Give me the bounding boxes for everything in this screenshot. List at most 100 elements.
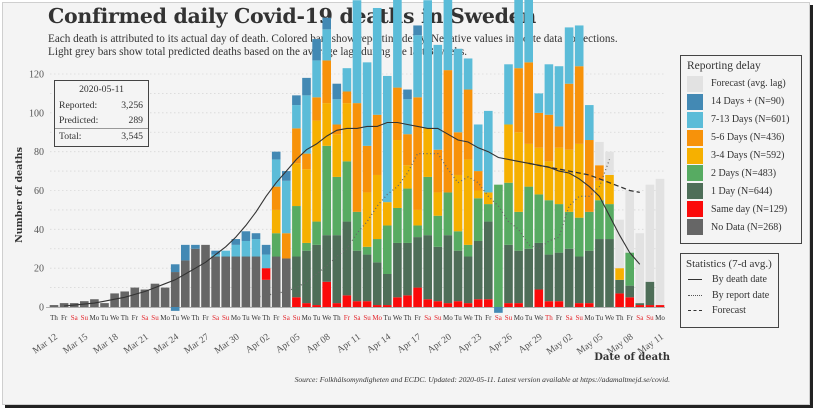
bar-segment-d2 (574, 217, 584, 257)
bar-segment-d14 (211, 250, 220, 255)
bar-segment-d7_13 (413, 35, 422, 98)
date-tick-label: Mar 27 (183, 332, 212, 356)
bar-segment-d1 (312, 244, 321, 306)
bar-segment-d5_6 (473, 171, 483, 191)
weekday-label: Sa (566, 314, 574, 322)
bar-segment-d5_6 (564, 83, 574, 150)
bar-segment-d3_4 (564, 149, 574, 212)
weekday-label: Sa (354, 314, 362, 322)
source-note: Source: Folkhälsomyndigheten and ECDC. U… (295, 375, 671, 384)
weekday-label: Sa (495, 314, 503, 322)
bar-segment-d2 (473, 198, 483, 241)
bar-segment-d2 (453, 231, 463, 251)
bar-segment-d5_6 (413, 97, 422, 210)
bar-segment-d5_6 (332, 124, 342, 135)
bar-segment-d0 (453, 301, 463, 307)
bar-segment-d5_6 (554, 126, 564, 148)
weekday-label: We (605, 314, 614, 322)
bar-segment-d2 (352, 211, 362, 251)
weekday-label: Sa (283, 314, 291, 322)
y-tick-label: 100 (29, 108, 44, 119)
bar-segment-d1 (403, 242, 412, 296)
bar-segment-d0 (342, 295, 352, 307)
bar-segment-d0 (292, 297, 301, 307)
bar-segment-d2 (372, 239, 382, 263)
bar-segment-d7_13 (221, 250, 230, 257)
bar-segment-d2 (524, 186, 533, 249)
bar-negative-correction (494, 307, 503, 313)
bar-segment-d0 (484, 299, 493, 307)
bar-segment-d0 (463, 303, 473, 307)
bar-segment-nodata (221, 256, 230, 307)
bar-segment-d1 (322, 235, 331, 282)
bar-segment-d1 (484, 221, 493, 300)
bar-segment-d14 (241, 231, 251, 241)
legend-label: Same day (N=129) (711, 203, 788, 215)
bar-segment-d0 (534, 289, 544, 307)
summary-total-label: Total: (59, 131, 82, 142)
bar-segment-d5_6 (271, 186, 281, 210)
bar-segment-d1 (605, 239, 614, 307)
bar-segment-d0 (312, 305, 321, 307)
bar-segment-d5_6 (433, 149, 443, 193)
legend-swatch (687, 201, 703, 218)
bar-segment-d3_4 (312, 120, 321, 222)
chart-subtitle-line1: Each death is attributed to its actual d… (48, 33, 618, 45)
bar-segment-d1 (352, 250, 362, 302)
bar-segment-d5_6 (443, 70, 453, 193)
chart-subtitle-line2: Light grey bars show total predicted dea… (48, 46, 468, 58)
bar-segment-nodata (150, 283, 160, 307)
weekday-label: Su (363, 314, 371, 322)
bar-segment-forecast (605, 151, 614, 175)
chart-title: Confirmed daily Covid-19 deaths in Swede… (48, 4, 536, 28)
bar-segment-d3_4 (292, 163, 301, 207)
legend-item-d5_6: 5-6 Days (N=436) (687, 129, 801, 147)
bar-segment-d7_13 (393, 0, 402, 88)
bar-negative-correction (170, 307, 180, 311)
bar-segment-d5_6 (595, 165, 604, 181)
weekday-label: Mo (302, 314, 312, 322)
bar-segment-d7_13 (514, 0, 523, 69)
weekday-label: Tu (454, 314, 462, 322)
bar-segment-d5_6 (574, 66, 584, 144)
bar-segment-d3_4 (393, 140, 402, 208)
weekday-label: Su (646, 314, 654, 322)
legend-statistics: Statistics (7-d avg.) By death date By r… (680, 253, 779, 328)
bar-segment-d1 (302, 250, 311, 304)
y-axis-label: Number of deaths (14, 147, 25, 243)
bar-segment-d14 (403, 89, 412, 100)
solid-line-swatch (688, 279, 702, 281)
bar-segment-nodata (140, 289, 150, 307)
weekday-label: Mo (90, 314, 100, 322)
bar-segment-d5_6 (524, 62, 533, 144)
bar-segment-d1 (544, 254, 554, 302)
weekday-label: Su (575, 314, 583, 322)
bar-segment-d14 (312, 39, 321, 61)
bar-segment-d1 (564, 248, 574, 307)
bar-segment-d3_4 (453, 174, 463, 232)
weekday-label: Fr (556, 314, 563, 322)
weekday-label: Sa (71, 314, 79, 322)
bar-segment-d3_4 (383, 202, 392, 226)
bar-segment-d2 (383, 225, 392, 274)
bar-segment-d2 (423, 176, 432, 236)
bar-segment-d7_13 (534, 93, 544, 113)
bar-segment-d3_4 (413, 209, 422, 226)
bar-segment-d5_6 (312, 97, 321, 121)
bar-segment-d7_13 (271, 159, 281, 187)
weekday-label: Fr (202, 314, 209, 322)
weekday-label: Su (293, 314, 301, 322)
legend-item-nodata: No Data (N=268) (687, 218, 801, 236)
bar-segment-d1 (332, 235, 342, 304)
weekday-label: Tu (384, 314, 392, 322)
bar-segment-nodata (271, 256, 281, 307)
legend-label: By report date (712, 289, 770, 301)
weekday-label: Tu (242, 314, 250, 322)
date-tick-label: Apr 29 (517, 332, 545, 356)
y-axis: 0 20 40 60 80 100 120 (29, 70, 665, 314)
bar-segment-d7_13 (372, 7, 382, 115)
date-tick-label: Mar 12 (31, 332, 60, 356)
weekday-label: Su (81, 314, 89, 322)
bar-segment-d1 (645, 281, 655, 306)
weekday-label: Th (333, 314, 341, 322)
